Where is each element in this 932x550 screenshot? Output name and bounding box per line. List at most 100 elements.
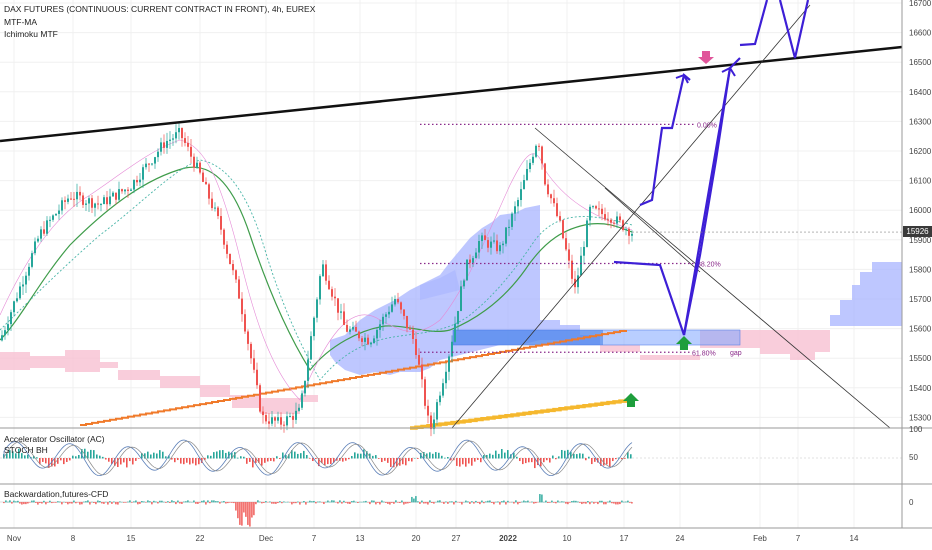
candle-body <box>70 198 72 200</box>
bw-bar <box>169 502 171 503</box>
candle-body <box>469 259 471 263</box>
ac-bar <box>402 458 404 465</box>
candle-body <box>37 238 39 242</box>
candle-body <box>325 264 327 281</box>
ac-bar <box>315 458 317 460</box>
ac-bar <box>474 458 476 462</box>
bw-bar <box>371 500 373 503</box>
bw-bar <box>81 502 83 505</box>
bw-bar <box>91 501 93 503</box>
indicator-backwardation[interactable]: Backwardation,futures-CFD <box>4 489 109 499</box>
candle-body <box>43 229 45 234</box>
candle-body <box>160 142 162 152</box>
bw-bar <box>589 502 591 505</box>
bw-bar <box>325 501 327 503</box>
ac-bar <box>630 454 632 459</box>
bw-bar <box>119 501 121 503</box>
bw-bar <box>149 501 151 503</box>
bw-bar <box>587 501 589 503</box>
bw-bar <box>339 500 341 503</box>
candle-body <box>334 296 336 299</box>
ac-bar <box>564 450 566 459</box>
bw-bar <box>57 501 59 503</box>
ac-bar <box>276 456 278 459</box>
candle-body <box>217 207 219 217</box>
ac-bar <box>612 458 614 462</box>
ac-bar <box>624 458 626 459</box>
indicator-accelerator[interactable]: Accelerator Oscillator (AC) <box>4 434 105 444</box>
bw-bar <box>383 501 385 503</box>
bw-bar <box>263 502 265 503</box>
candle-body <box>211 198 213 209</box>
candle-body <box>127 189 129 191</box>
candle-body <box>157 151 159 158</box>
bw-bar <box>349 502 351 504</box>
candle-body <box>562 220 564 239</box>
bw-bar <box>205 502 207 505</box>
ac-bar <box>489 453 491 459</box>
bw-bar <box>605 502 607 505</box>
candle-body <box>322 264 324 277</box>
bw-bar <box>49 500 51 503</box>
candle-body <box>100 204 102 206</box>
bw-bar <box>153 500 155 503</box>
ac-bar <box>279 458 281 459</box>
ac-bar <box>351 456 353 459</box>
bw-bar <box>423 502 425 504</box>
ac-bar <box>39 458 41 465</box>
candle-body <box>52 215 54 220</box>
ac-bar <box>597 458 599 463</box>
candle-body <box>508 226 510 228</box>
x-tick-label: 15 <box>127 534 136 543</box>
ac-bar <box>456 458 458 466</box>
bw-bar <box>209 502 211 504</box>
ac-bar <box>591 458 593 465</box>
bw-bar <box>113 501 115 503</box>
bw-bar <box>449 501 451 503</box>
bw-bar <box>569 502 571 503</box>
bw-bar <box>493 502 495 505</box>
candle-body <box>349 329 351 332</box>
indicator-mtf-ma[interactable]: MTF-MA <box>4 17 38 27</box>
ac-bar <box>132 458 134 465</box>
candle-body <box>475 252 477 259</box>
ac-bar <box>555 458 557 460</box>
candle-body <box>49 219 51 221</box>
ac-bar <box>471 458 473 466</box>
indicator-stoch[interactable]: STOCH BH <box>4 445 48 455</box>
candle-body <box>58 210 60 214</box>
candle-body <box>484 235 486 241</box>
bw-bar <box>395 500 397 503</box>
ac-bar <box>333 458 335 463</box>
candle-body <box>289 416 291 418</box>
bw-bar <box>245 502 247 517</box>
candle-body <box>7 324 9 331</box>
backwardation-pane <box>0 494 633 527</box>
ac-bar <box>42 458 44 462</box>
ac-bar <box>552 455 554 459</box>
y-tick-label: 15300 <box>909 413 932 422</box>
candle-body <box>94 203 96 208</box>
ac-bar <box>627 452 629 459</box>
bw-bar <box>83 501 85 503</box>
candle-body <box>400 302 402 310</box>
ac-bar <box>540 458 542 467</box>
candle-body <box>457 311 459 324</box>
candle-body <box>568 249 570 261</box>
indicator-ichimoku[interactable]: Ichimoku MTF <box>4 29 58 39</box>
candle-body <box>445 371 447 384</box>
ac-bar <box>522 458 524 465</box>
candle-body <box>274 417 276 421</box>
bw-bar <box>333 500 335 503</box>
ac-bar <box>270 458 272 461</box>
y-tick-label: 16300 <box>909 117 932 126</box>
ac-bar <box>111 458 113 464</box>
ac-bar <box>519 458 521 462</box>
bw-bar <box>533 502 535 504</box>
bw-bar <box>527 500 529 503</box>
candle-body <box>196 162 198 168</box>
candle-body <box>238 279 240 299</box>
ac-bar <box>189 458 191 465</box>
candle-body <box>307 359 309 381</box>
ac-bar <box>543 458 545 463</box>
